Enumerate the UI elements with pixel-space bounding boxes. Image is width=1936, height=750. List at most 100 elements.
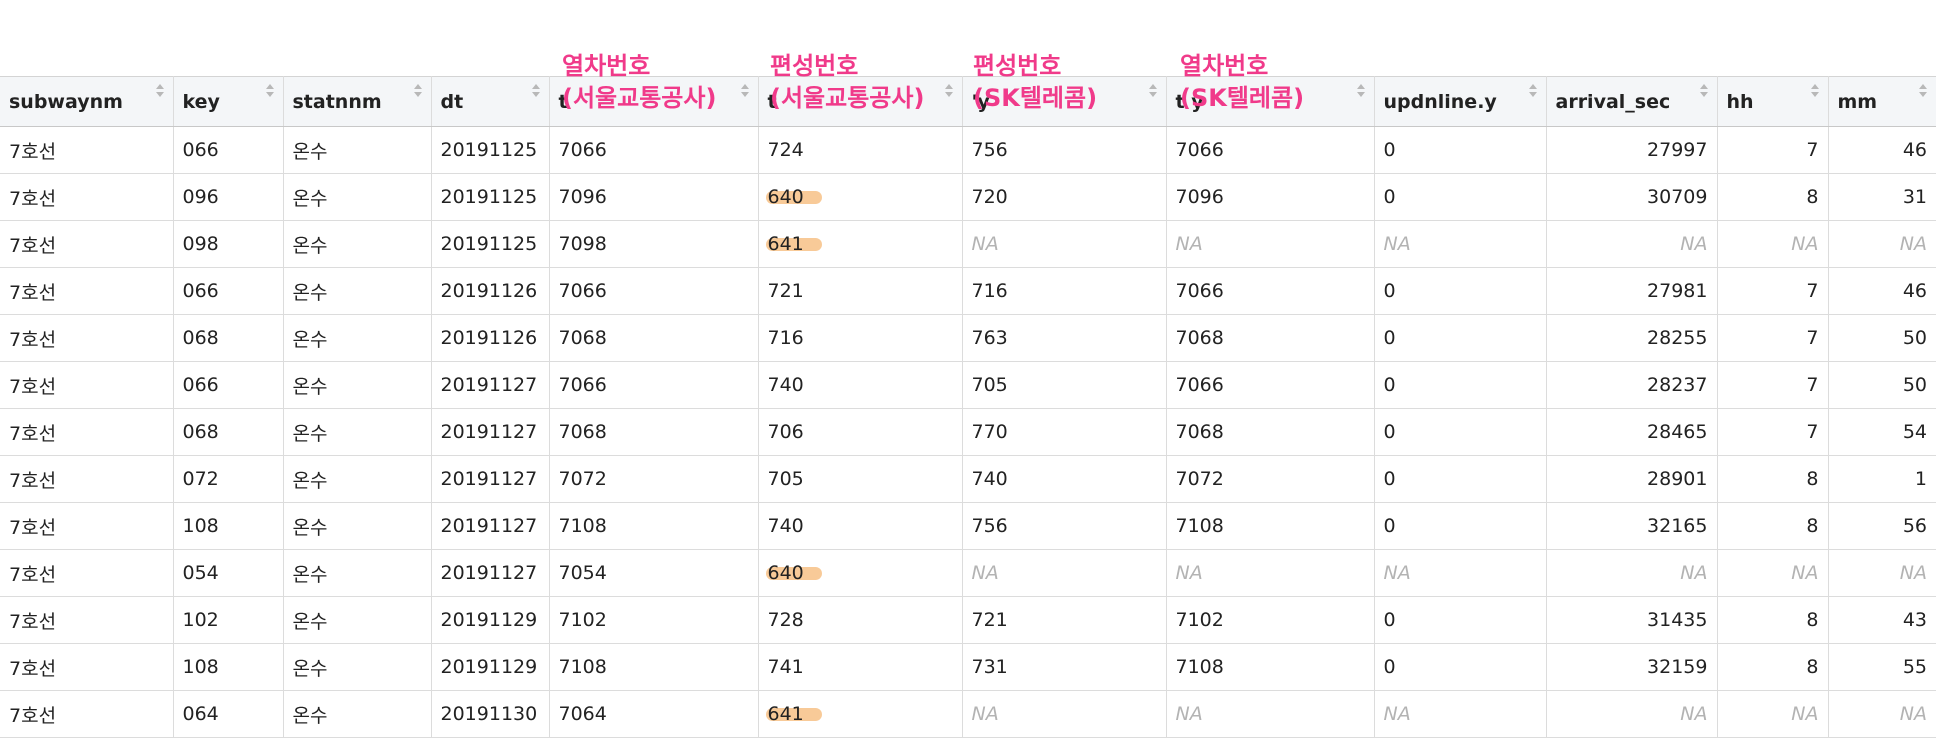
sort-icon[interactable] bbox=[531, 84, 541, 97]
table-cell: 0 bbox=[1374, 361, 1547, 409]
table-cell: 7호선 bbox=[0, 314, 174, 362]
table-cell: 27981 bbox=[1546, 267, 1718, 315]
table-cell: 763 bbox=[962, 314, 1167, 362]
sort-icon[interactable] bbox=[1699, 84, 1709, 97]
table-cell: 7054 bbox=[549, 549, 759, 597]
table-cell: 8 bbox=[1717, 502, 1829, 550]
table-cell: 20191127 bbox=[431, 549, 550, 597]
table-cell: 46 bbox=[1828, 126, 1936, 174]
column-header-label: dt bbox=[440, 90, 464, 113]
table-cell: 43 bbox=[1828, 596, 1936, 644]
table-cell: 7108 bbox=[1166, 502, 1375, 550]
column-header[interactable]: key bbox=[173, 76, 284, 127]
table-cell: 7068 bbox=[1166, 408, 1375, 456]
header-row: subwaynm key statnnm dt t t 'y t y updnline.y arr… bbox=[0, 76, 1936, 127]
sort-icon[interactable] bbox=[944, 84, 954, 97]
table-cell: 20191129 bbox=[431, 643, 550, 691]
table-row: 7호선 098 온수 20191125 7098 641 NA NA NA NA NA NA bbox=[0, 220, 1936, 268]
table-cell: 20191126 bbox=[431, 314, 550, 362]
table-cell: NA bbox=[1828, 549, 1936, 597]
table-cell: 8 bbox=[1717, 173, 1829, 221]
table-row: 7호선 096 온수 20191125 7096 640 720 7096 0 30709 8 31 bbox=[0, 173, 1936, 221]
column-header[interactable]: hh bbox=[1717, 76, 1829, 127]
table-cell: 096 bbox=[173, 173, 284, 221]
column-header-label: mm bbox=[1837, 90, 1878, 113]
table-cell: 068 bbox=[173, 314, 284, 362]
table-cell: 7064 bbox=[549, 690, 759, 738]
annotation-formation-no-seoul: 편성번호 (서울교통공사) bbox=[770, 52, 925, 112]
table-cell: 28255 bbox=[1546, 314, 1718, 362]
table-row: 7호선 108 온수 20191129 7108 741 731 7108 0 32159 8 55 bbox=[0, 643, 1936, 691]
table-cell: NA bbox=[1717, 220, 1829, 268]
table-cell: 32165 bbox=[1546, 502, 1718, 550]
cell-value: 641 bbox=[767, 703, 804, 725]
table-cell: 7 bbox=[1717, 126, 1829, 174]
table-cell: 706 bbox=[758, 408, 963, 456]
cell-value: 641 bbox=[767, 233, 804, 255]
table-cell: 20191125 bbox=[431, 126, 550, 174]
column-header[interactable]: t bbox=[758, 76, 963, 127]
table-cell: 7068 bbox=[1166, 314, 1375, 362]
table-cell: 27997 bbox=[1546, 126, 1718, 174]
table-cell: NA bbox=[1717, 549, 1829, 597]
table-cell: 064 bbox=[173, 690, 284, 738]
column-header[interactable]: mm bbox=[1828, 76, 1936, 127]
table-cell: NA bbox=[1546, 220, 1718, 268]
table-cell: NA bbox=[962, 549, 1167, 597]
table-cell: 온수 bbox=[283, 173, 432, 221]
table-cell: 7096 bbox=[549, 173, 759, 221]
sort-icon[interactable] bbox=[1810, 84, 1820, 97]
table-cell: 54 bbox=[1828, 408, 1936, 456]
table-cell: 7072 bbox=[549, 455, 759, 503]
column-header[interactable]: t bbox=[549, 76, 759, 127]
column-header-label: key bbox=[182, 90, 220, 113]
table-cell: 20191127 bbox=[431, 361, 550, 409]
table-cell: 740 bbox=[758, 502, 963, 550]
column-header[interactable]: statnnm bbox=[283, 76, 432, 127]
column-header[interactable]: subwaynm bbox=[0, 76, 174, 127]
table-cell: 7096 bbox=[1166, 173, 1375, 221]
column-header-label: updnline.y bbox=[1383, 90, 1497, 113]
table-cell: 7066 bbox=[1166, 267, 1375, 315]
table-cell: 8 bbox=[1717, 455, 1829, 503]
column-header[interactable]: 'y bbox=[962, 76, 1167, 127]
sort-icon[interactable] bbox=[1356, 84, 1366, 97]
sort-icon[interactable] bbox=[265, 84, 275, 97]
table-cell: NA bbox=[1374, 220, 1547, 268]
column-header[interactable]: arrival_sec bbox=[1546, 76, 1718, 127]
table-cell: 0 bbox=[1374, 502, 1547, 550]
highlighted-value: 640 bbox=[765, 562, 822, 584]
table-cell: 108 bbox=[173, 502, 284, 550]
column-header-label: t bbox=[767, 90, 777, 113]
table-cell: NA bbox=[1828, 690, 1936, 738]
table-cell: 온수 bbox=[283, 126, 432, 174]
highlighted-value: 640 bbox=[765, 186, 822, 208]
sort-icon[interactable] bbox=[155, 84, 165, 97]
data-table: subwaynm key statnnm dt t t 'y t y updnline.y arr… bbox=[0, 76, 1936, 738]
table-cell: 8 bbox=[1717, 596, 1829, 644]
table-cell: 20191127 bbox=[431, 455, 550, 503]
table-cell: 7066 bbox=[549, 267, 759, 315]
table-cell: 0 bbox=[1374, 267, 1547, 315]
table-cell: 740 bbox=[758, 361, 963, 409]
table-cell: 7호선 bbox=[0, 596, 174, 644]
column-header[interactable]: dt bbox=[431, 76, 550, 127]
column-header[interactable]: updnline.y bbox=[1374, 76, 1547, 127]
table-cell: 0 bbox=[1374, 314, 1547, 362]
table-cell: 7066 bbox=[549, 361, 759, 409]
sort-icon[interactable] bbox=[740, 84, 750, 97]
sort-icon[interactable] bbox=[413, 84, 423, 97]
table-cell: 온수 bbox=[283, 314, 432, 362]
column-header[interactable]: t y bbox=[1166, 76, 1375, 127]
sort-icon[interactable] bbox=[1148, 84, 1158, 97]
highlighted-value: 641 bbox=[765, 233, 822, 255]
table-cell: 온수 bbox=[283, 220, 432, 268]
sort-icon[interactable] bbox=[1918, 84, 1928, 97]
table-row: 7호선 072 온수 20191127 7072 705 740 7072 0 28901 8 1 bbox=[0, 455, 1936, 503]
table-cell: 066 bbox=[173, 267, 284, 315]
table-cell: 066 bbox=[173, 126, 284, 174]
table-row: 7호선 108 온수 20191127 7108 740 756 7108 0 32165 8 56 bbox=[0, 502, 1936, 550]
table-body: 7호선 066 온수 20191125 7066 724 756 7066 0 27997 7 46 7… bbox=[0, 126, 1936, 738]
sort-icon[interactable] bbox=[1528, 84, 1538, 97]
table-cell: 7066 bbox=[1166, 126, 1375, 174]
